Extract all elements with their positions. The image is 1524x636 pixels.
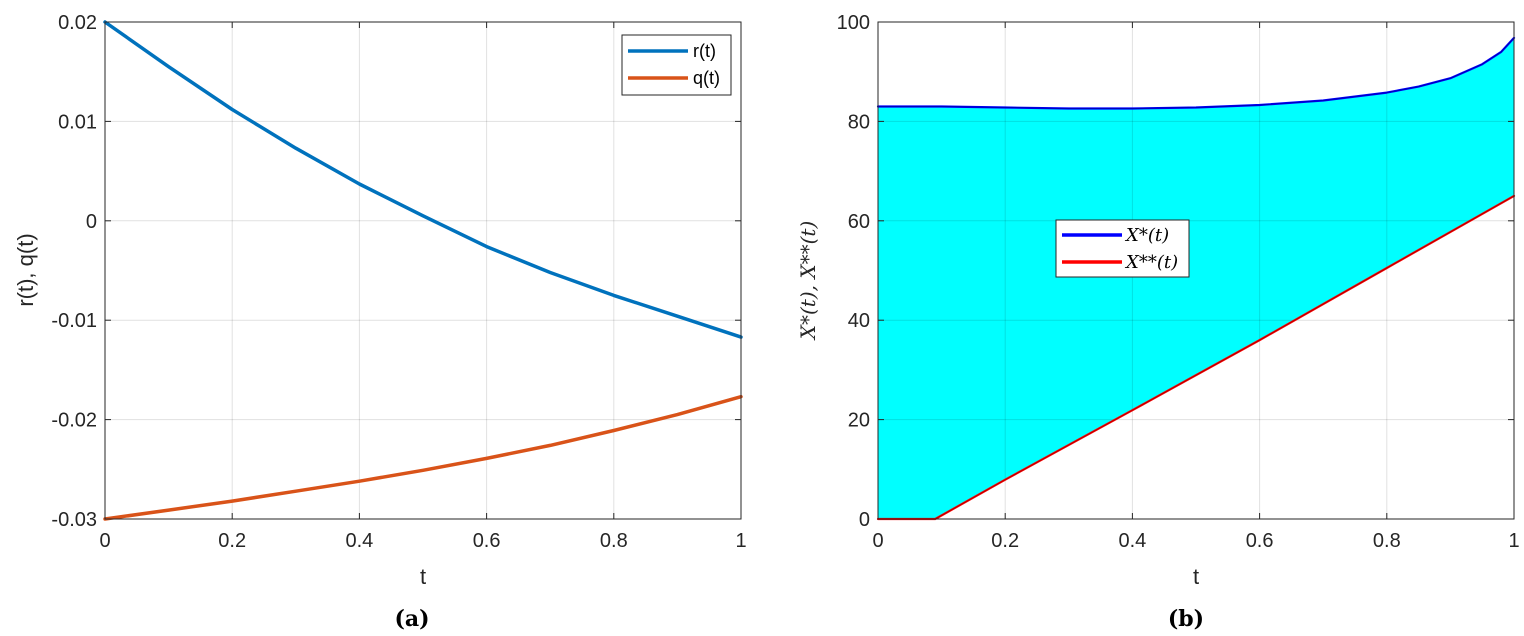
y-tick-label-a: 0.02	[58, 12, 97, 34]
x-tick-label-a: 0.8	[600, 530, 628, 552]
legend-box-a	[621, 34, 732, 96]
fill-region-b	[878, 37, 1514, 520]
series-a	[103, 20, 743, 521]
legend-box-b	[1055, 219, 1190, 278]
y-tick-label-b: 40	[848, 310, 870, 332]
x-tick-label-b: 0.4	[1118, 530, 1146, 552]
legend-label-xstarstar: X**(t)	[1124, 252, 1178, 273]
ticks-a: 0 0.2 0.4 0.6 0.8 1 -0.03 -0.02 -0.01 0 0.01 0.02	[51, 12, 746, 552]
legend-label-xstar: X*(t)	[1124, 225, 1169, 246]
x-tick-label-b: 0.2	[991, 530, 1019, 552]
y-tick-label-b: 80	[848, 111, 870, 133]
y-tick-label-a: -0.02	[51, 410, 97, 432]
x-tick-label-a: 0.4	[345, 530, 373, 552]
y-tick-label-b: 100	[837, 12, 870, 34]
x-tick-label-b: 0.8	[1373, 530, 1401, 552]
x-axis-label-a: t	[420, 564, 426, 589]
ticks-b: 0 0.2 0.4 0.6 0.8 1 0 20 40 60 80 100	[837, 12, 1520, 552]
caption-a: (a)	[394, 606, 429, 632]
x-tick-label-b: 0.6	[1246, 530, 1274, 552]
series-line-a-0	[103, 20, 743, 339]
x-tick-label-a: 1	[735, 530, 746, 552]
fill-between-area	[878, 37, 1514, 520]
legend-b: X*(t) X**(t)	[1055, 219, 1190, 278]
y-tick-label-a: -0.03	[51, 509, 97, 531]
series-edge-b-0	[878, 37, 1515, 109]
axes-box-b	[877, 21, 1515, 520]
x-tick-label-b: 1	[1508, 530, 1519, 552]
y-tick-label-b: 60	[848, 211, 870, 233]
y-tick-label-b: 20	[848, 410, 870, 432]
y-axis-label-b: X*(t), X**(t)	[796, 221, 820, 341]
y-tick-label-a: -0.01	[51, 310, 97, 332]
legend-a: r(t) q(t)	[621, 34, 732, 96]
y-tick-label-a: 0	[86, 211, 97, 233]
series-line-b-0	[876, 36, 1516, 110]
legend-label-q: q(t)	[693, 68, 720, 88]
x-axis-label-b: t	[1193, 564, 1199, 589]
axes-box-a	[104, 21, 742, 520]
plot-area-a	[105, 22, 741, 519]
y-tick-label-a: 0.01	[58, 111, 97, 133]
x-tick-label-a: 0	[99, 530, 110, 552]
y-tick-label-b: 0	[859, 509, 870, 531]
x-tick-label-b: 0	[872, 530, 883, 552]
series-line-a-1	[103, 394, 743, 521]
x-tick-label-a: 0.6	[473, 530, 501, 552]
legend-label-r: r(t)	[693, 41, 716, 61]
panel-a: 0 0.2 0.4 0.6 0.8 1 -0.03 -0.02 -0.01 0 0.01 0.02 t…	[13, 12, 747, 632]
panel-b: 0 0.2 0.4 0.6 0.8 1 0 20 40 60 80 100 t X*(t), X**(…	[796, 12, 1520, 632]
x-tick-label-a: 0.2	[218, 530, 246, 552]
caption-b: (b)	[1168, 606, 1204, 632]
y-axis-label-a: r(t), q(t)	[13, 233, 38, 306]
